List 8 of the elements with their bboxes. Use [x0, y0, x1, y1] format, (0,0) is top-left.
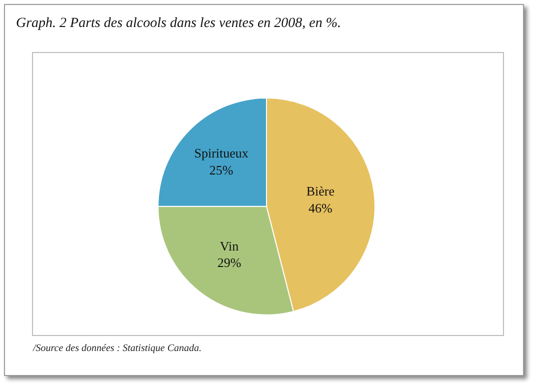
chart-title: Graph. 2 Parts des alcools dans les ventes en 2008, en %.: [16, 16, 342, 32]
text: /Source des données : Statistique Canada.: [32, 343, 202, 354]
slice-label: Bière: [306, 184, 335, 199]
data-label: 46%: [308, 200, 332, 216]
data-label: 25%: [209, 162, 234, 178]
data-label: 29%: [217, 255, 242, 270]
slice-label: Vin: [220, 238, 240, 254]
slice-label: Spiritueux: [194, 146, 249, 161]
